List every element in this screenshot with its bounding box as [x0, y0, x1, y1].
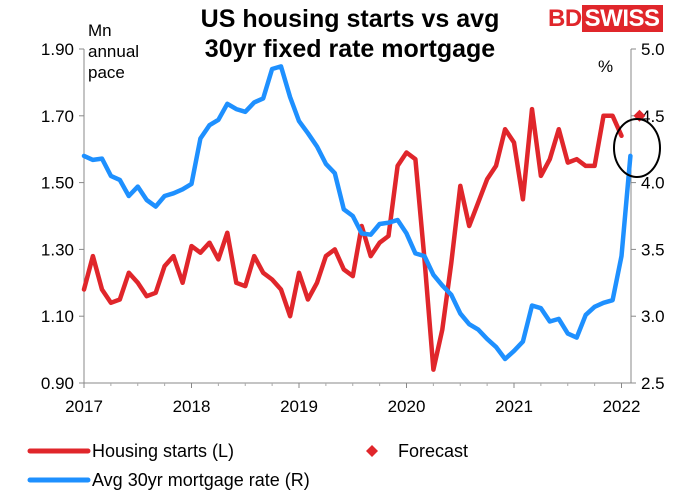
legend-label-forecast: Forecast	[398, 441, 468, 461]
left-axis-tick-label: 1.10	[41, 307, 74, 326]
right-axis-tick-label: 3.5	[641, 240, 665, 259]
right-axis-tick-label: 3.0	[641, 307, 665, 326]
brand-logo-part1: BD	[548, 5, 582, 32]
left-axis-tick-label: 1.50	[41, 174, 74, 193]
left-axis-tick-label: 1.70	[41, 107, 74, 126]
x-axis-tick-label: 2017	[65, 397, 103, 416]
right-axis-tick-label: 2.5	[641, 374, 665, 393]
brand-logo: BD SWISS	[548, 5, 663, 33]
right-axis-unit-label: %	[598, 57, 614, 76]
brand-logo-part2: SWISS	[581, 5, 663, 32]
legend: Housing starts (L) Forecast Avg 30yr mortg…	[27, 441, 468, 490]
right-axis-tick-label: 5.0	[641, 40, 665, 59]
x-axis-tick-label: 2021	[495, 397, 533, 416]
right-axis-tick-label: 4.0	[641, 174, 665, 193]
legend-label-housing-starts: Housing starts (L)	[92, 441, 234, 461]
left-axis-tick-label: 0.90	[41, 374, 74, 393]
left-axis-tick-label: 1.90	[41, 40, 74, 59]
x-axis-tick-label: 2018	[173, 397, 211, 416]
x-axis-tick-label: 2022	[603, 397, 641, 416]
left-axis-tick-label: 1.30	[41, 240, 74, 259]
chart-title-line2: 30yr fixed rate mortgage	[204, 35, 496, 63]
left-axis-unit-label: Mn annual pace	[88, 21, 140, 82]
x-axis-tick-label: 2019	[280, 397, 318, 416]
forecast-highlight-circle	[613, 118, 661, 178]
legend-label-mortgage-rate: Avg 30yr mortgage rate (R)	[92, 470, 310, 490]
axes: 0.901.101.301.501.701.902.53.03.54.04.55…	[41, 40, 665, 416]
chart-title: US housing starts vs avg 30yr fixed rate…	[110, 4, 590, 64]
series-layer	[81, 64, 646, 372]
x-axis-tick-label: 2020	[388, 397, 426, 416]
legend-swatch-forecast	[366, 445, 378, 457]
chart-title-line1: US housing starts vs avg	[200, 5, 500, 33]
housing-starts-line	[81, 106, 624, 372]
mortgage-rate-line	[81, 64, 633, 362]
